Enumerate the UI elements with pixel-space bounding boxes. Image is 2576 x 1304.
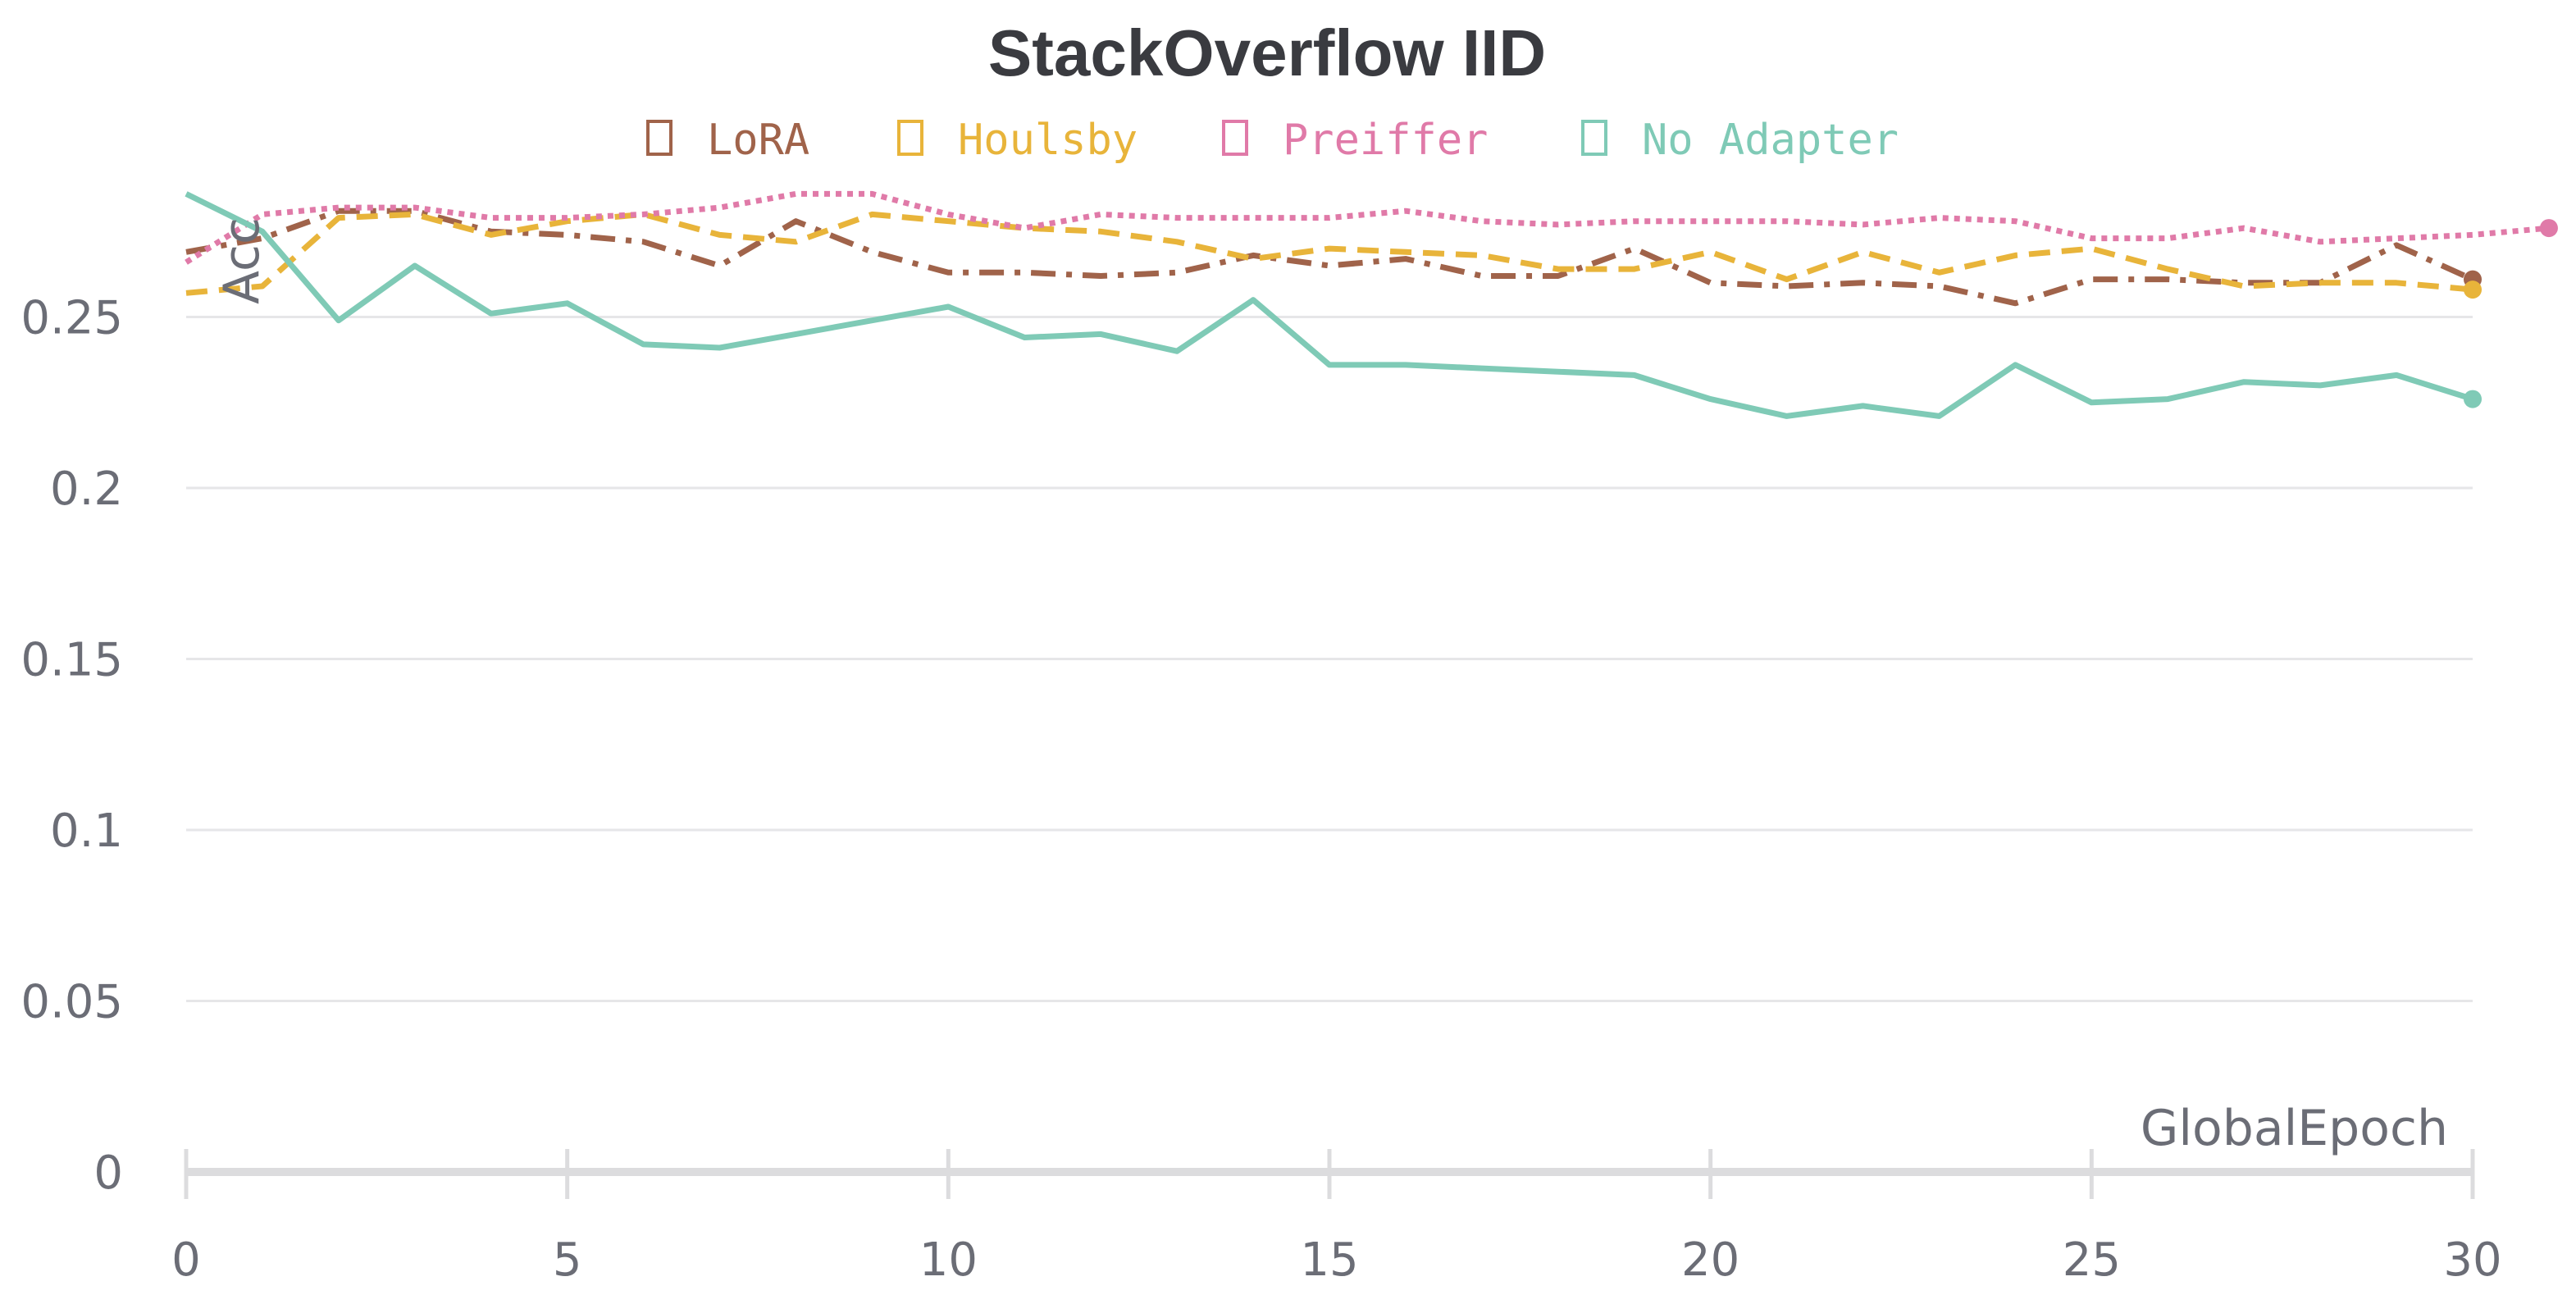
series-houlsby [185, 211, 2482, 299]
chart-title: StackOverflow IID [988, 16, 1546, 89]
x-tick-label: 25 [2063, 1233, 2121, 1287]
series-line-no-adapter [185, 191, 2474, 419]
series-endpoint-preiffer [2539, 219, 2558, 238]
x-tick-label: 20 [1681, 1233, 1739, 1287]
legend-label: Houlsby [958, 116, 1138, 165]
gridlines [186, 316, 2473, 1002]
legend-label: Preiffer [1283, 116, 1488, 165]
legend-swatch [646, 120, 672, 156]
series-endpoint-houlsby [2464, 280, 2482, 299]
legend-item-lora[interactable]: LoRA [646, 116, 809, 165]
y-tick-label: 0.25 [21, 292, 123, 345]
legend-label: LoRA [707, 116, 809, 165]
legend: LoRA Houlsby Preiffer No Adapter [646, 116, 1899, 165]
x-axis: 0 5 10 15 20 25 30 [171, 1149, 2502, 1287]
series-endpoint-no-adapter [2464, 390, 2482, 408]
y-axis-label: Acc [213, 217, 271, 304]
legend-item-preiffer[interactable]: Preiffer [1222, 116, 1488, 165]
series-preiffer [185, 190, 2558, 265]
x-tick-label: 5 [553, 1233, 582, 1287]
y-axis-ticks: 0 0.05 0.1 0.15 0.2 0.25 [21, 292, 123, 1201]
x-tick-label: 30 [2443, 1233, 2501, 1287]
series-no-adapter [185, 191, 2482, 419]
legend-swatch [1581, 120, 1607, 156]
series-line-houlsby [185, 211, 2473, 296]
y-tick-label: 0 [93, 1147, 123, 1200]
series-layer [185, 190, 2558, 419]
x-tick-label: 10 [919, 1233, 978, 1287]
legend-item-no-adapter[interactable]: No Adapter [1581, 116, 1899, 165]
x-tick-label: 0 [171, 1233, 201, 1287]
y-tick-label: 0.2 [50, 463, 123, 516]
legend-label: No Adapter [1642, 116, 1899, 165]
series-lora [185, 207, 2482, 307]
legend-swatch [1222, 120, 1248, 156]
y-tick-label: 0.05 [21, 976, 123, 1029]
x-axis-label: GlobalEpoch [2141, 1100, 2448, 1157]
y-tick-label: 0.1 [50, 805, 123, 858]
y-tick-label: 0.15 [21, 634, 123, 687]
legend-item-houlsby[interactable]: Houlsby [897, 116, 1138, 165]
x-tick-label: 15 [1300, 1233, 1358, 1287]
legend-swatch [897, 120, 923, 156]
